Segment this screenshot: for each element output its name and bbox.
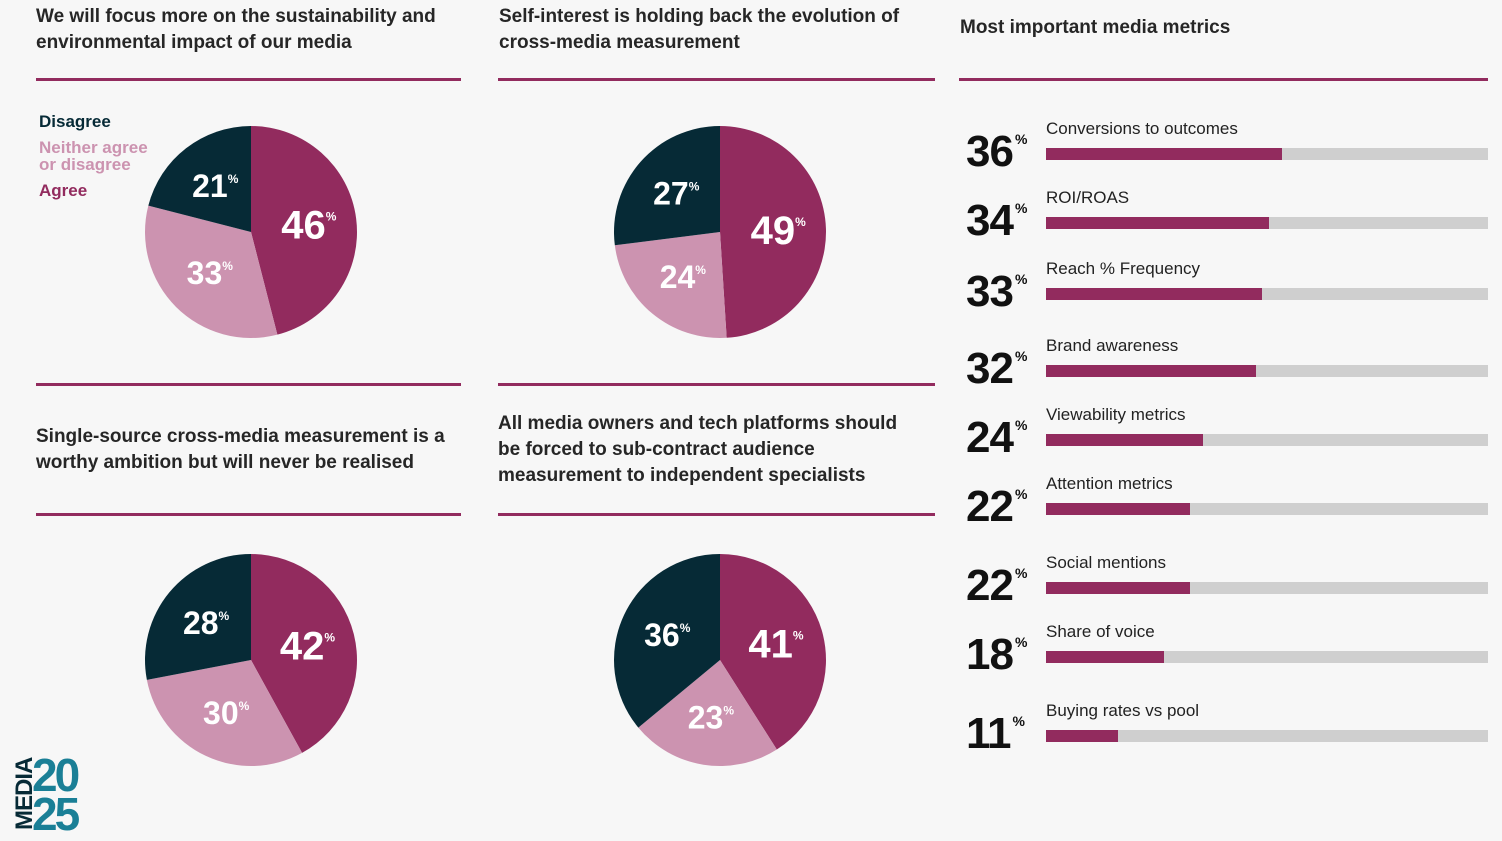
- pie-2-slice-neither: [614, 232, 727, 338]
- pie-legend: Disagree Neither agree or disagree Agree: [39, 113, 148, 199]
- metric-label: Viewability metrics: [1046, 405, 1186, 424]
- pie-1-slice-disagree: [148, 126, 251, 232]
- metric-row: 36% Conversions to outcomes: [966, 119, 1491, 179]
- metric-row: 33% Reach % Frequency: [966, 259, 1491, 319]
- pie-charts: 46%33%21%49%24%27%42%30%28%41%23%36%: [144, 126, 827, 767]
- metric-bar-fill: [1046, 288, 1263, 300]
- svg-text:MEDIA: MEDIA: [12, 757, 38, 830]
- metric-bar-track: [1046, 651, 1488, 663]
- metric-row: 11% Buying rates vs pool: [966, 701, 1491, 761]
- metric-value: 18%: [966, 630, 1027, 679]
- pie-title-1: We will focus more on the sustainability…: [36, 6, 436, 53]
- pie-3-label-neither: 30%: [203, 695, 250, 731]
- divider: [498, 383, 935, 386]
- metric-label: Attention metrics: [1046, 474, 1173, 493]
- metric-row: 32% Brand awareness: [966, 336, 1491, 396]
- pie-4-slice-neither: [638, 660, 777, 767]
- metric-bar-track: [1046, 365, 1488, 377]
- metric-label: Conversions to outcomes: [1046, 119, 1238, 138]
- pie-2-slice-agree: [720, 126, 827, 338]
- metric-bar-fill: [1046, 365, 1256, 377]
- metric-value: 34%: [966, 196, 1027, 245]
- bar-chart-title: Most important media metrics: [960, 17, 1231, 38]
- metric-bar-fill: [1046, 730, 1119, 742]
- metric-bar-track: [1046, 217, 1488, 229]
- divider: [498, 513, 935, 516]
- svg-text:20: 20: [32, 752, 79, 801]
- divider: [36, 513, 461, 516]
- metric-bar-fill: [1046, 582, 1191, 594]
- pie-title-4: All media owners and tech platforms shou…: [498, 413, 898, 486]
- logo-graphic: MEDIA 20 25: [11, 749, 83, 840]
- metric-bar-track: [1046, 148, 1488, 160]
- metric-label: Reach % Frequency: [1046, 259, 1201, 278]
- pie-3-slice-neither: [146, 660, 303, 766]
- metric-bar-track: [1046, 582, 1488, 594]
- pie-3-slice-disagree: [144, 554, 251, 680]
- metric-row: 24% Viewability metrics: [966, 405, 1491, 465]
- pie-1-slice-neither: [144, 205, 278, 338]
- pie-4-slice-disagree: [614, 554, 720, 728]
- metric-row: 22% Social mentions: [966, 553, 1491, 613]
- pie-3-slice-agree: [251, 554, 357, 753]
- metric-bar-track: [1046, 434, 1488, 446]
- svg-text:25: 25: [32, 788, 80, 832]
- metric-bar-track: [1046, 503, 1488, 515]
- metric-bar-fill: [1046, 503, 1191, 515]
- metric-bar-fill: [1046, 217, 1269, 229]
- metric-label: Social mentions: [1046, 553, 1167, 572]
- legend-neither-line1: Neither agree: [39, 138, 148, 157]
- pie-title-3: Single-source cross-media measurement is…: [36, 426, 445, 473]
- divider: [36, 78, 461, 81]
- pie-2-slice-disagree: [613, 126, 720, 246]
- metric-bar-fill: [1046, 148, 1282, 160]
- divider: [959, 78, 1488, 81]
- metric-row: 22% Attention metrics: [966, 474, 1491, 534]
- metric-label: Brand awareness: [1046, 336, 1179, 355]
- pie-4-slice-agree: [720, 554, 827, 750]
- metric-value: 22%: [966, 482, 1027, 531]
- legend-disagree: Disagree: [39, 112, 111, 131]
- metric-value: 32%: [966, 344, 1027, 393]
- metric-bar-fill: [1046, 434, 1204, 446]
- metric-bar-fill: [1046, 651, 1164, 663]
- divider: [498, 78, 935, 81]
- metric-bar-track: [1046, 730, 1488, 742]
- media-2025-logo: MEDIA 20 25: [11, 749, 92, 840]
- pie-title-2: Self-interest is holding back the evolut…: [499, 6, 900, 53]
- divider: [36, 383, 461, 386]
- metric-label: ROI/ROAS: [1046, 188, 1130, 207]
- metric-value: 22%: [966, 561, 1027, 610]
- metric-value: 36%: [966, 127, 1027, 176]
- metric-label: Share of voice: [1046, 622, 1155, 641]
- metric-row: 34% ROI/ROAS: [966, 188, 1491, 248]
- pie-1-slice-agree: [251, 126, 358, 335]
- metric-value: 11%: [966, 709, 1025, 758]
- metric-value: 33%: [966, 267, 1027, 316]
- metric-label: Buying rates vs pool: [1046, 701, 1200, 720]
- legend-neither-line2: or disagree: [39, 155, 131, 174]
- metric-bar-track: [1046, 288, 1488, 300]
- metric-value: 24%: [966, 413, 1027, 462]
- metric-row: 18% Share of voice: [966, 622, 1491, 682]
- legend-agree: Agree: [39, 181, 88, 200]
